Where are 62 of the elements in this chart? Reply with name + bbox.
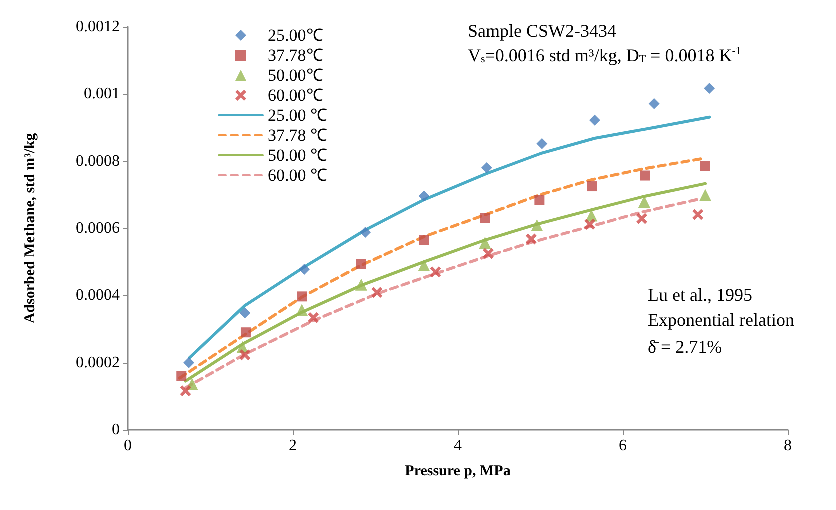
point <box>589 114 600 126</box>
point <box>640 170 650 181</box>
legend-label: 50.00℃ <box>268 66 324 85</box>
annotation: Sample CSW2-3434 <box>468 21 616 41</box>
annotation: Exponential relation <box>648 310 794 330</box>
y-tick-label: 0 <box>112 422 120 438</box>
point <box>240 328 251 338</box>
y-tick-label: 0.001 <box>84 86 120 103</box>
x-tick-label: 6 <box>619 438 627 454</box>
point <box>360 227 372 238</box>
x-tick-label: 0 <box>124 438 132 454</box>
point <box>296 304 308 316</box>
y-tick-label: 0.0008 <box>76 152 120 170</box>
point <box>648 98 660 110</box>
legend-label: 37.78 ℃ <box>268 126 328 145</box>
point <box>536 138 548 150</box>
point <box>240 350 251 361</box>
point <box>240 308 251 319</box>
x-tick-label: 4 <box>454 438 462 454</box>
point <box>184 357 195 368</box>
annotation: δ̄ = 2.71% <box>648 337 722 357</box>
y-tick-label: 0.0006 <box>76 220 120 237</box>
annotation: Lu et al., 1995 <box>648 285 752 305</box>
x-tick-label: 2 <box>289 438 297 454</box>
point <box>176 371 187 382</box>
point <box>587 182 598 192</box>
point <box>430 266 442 278</box>
y-tick-label: 0.0004 <box>76 287 120 304</box>
point <box>526 234 537 245</box>
point <box>700 161 710 172</box>
point <box>534 195 545 206</box>
legend-label: 37.78℃ <box>268 46 324 65</box>
point <box>418 259 430 272</box>
point <box>356 259 366 270</box>
point <box>372 287 383 298</box>
point <box>180 386 192 397</box>
legend-label: 60.00 ℃ <box>268 166 328 185</box>
point <box>636 213 648 224</box>
point <box>704 82 716 94</box>
legend-label: 25.00 ℃ <box>268 106 328 125</box>
point <box>308 312 320 324</box>
y-axis-title: Adsorbed Methane, std m³/kg <box>22 132 38 324</box>
legend-label: 25.00℃ <box>268 26 324 45</box>
point <box>418 190 430 202</box>
point <box>299 264 310 275</box>
x-tick-label: 8 <box>784 438 792 454</box>
x-axis-title: Pressure p, MPa <box>405 464 512 480</box>
point <box>483 248 494 260</box>
legend-label: 60.00℃ <box>268 86 324 105</box>
legend-label: 50.00 ℃ <box>268 146 328 165</box>
point <box>355 278 368 291</box>
y-tick-label: 0.0002 <box>76 354 120 372</box>
point <box>480 213 490 224</box>
point <box>481 162 492 174</box>
point <box>419 235 430 246</box>
y-tick-label: 0.0012 <box>76 18 120 36</box>
point <box>531 219 544 232</box>
point <box>297 292 308 302</box>
point <box>479 236 492 249</box>
point <box>692 209 704 220</box>
point <box>700 189 712 202</box>
point <box>584 218 596 230</box>
